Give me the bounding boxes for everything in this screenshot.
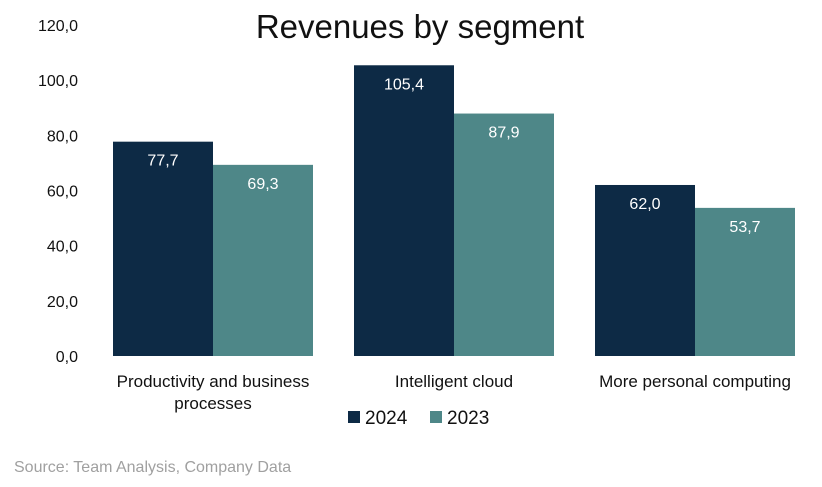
category-label: Productivity and business xyxy=(117,372,310,391)
y-tick-label: 60,0 xyxy=(47,184,78,201)
bar-2023-0 xyxy=(213,164,313,356)
category-label: More personal computing xyxy=(599,372,791,391)
bar-2024-0 xyxy=(113,141,213,356)
y-tick-label: 120,0 xyxy=(38,18,78,35)
bar-2023-1 xyxy=(454,113,554,356)
data-label: 87,9 xyxy=(488,125,519,142)
bar-2024-2 xyxy=(595,184,695,356)
value-labels: 77,7 105,4 62,0 69,3 87,9 53,7 xyxy=(147,76,760,236)
data-label: 53,7 xyxy=(729,219,760,236)
data-label: 62,0 xyxy=(629,196,660,213)
category-label: processes xyxy=(174,394,251,413)
data-label: 69,3 xyxy=(247,176,278,193)
category-label: Intelligent cloud xyxy=(395,372,513,391)
data-label: 105,4 xyxy=(384,76,424,93)
y-tick-label: 40,0 xyxy=(47,239,78,256)
legend-swatch-2024 xyxy=(348,411,360,423)
chart-title: Revenues by segment xyxy=(256,8,584,45)
bar-2024-1 xyxy=(354,65,454,356)
data-label: 77,7 xyxy=(147,153,178,170)
legend-label: 2024 xyxy=(365,408,408,429)
bar-2023-2 xyxy=(695,207,795,356)
legend: 2024 2023 xyxy=(348,408,489,429)
y-tick-label: 100,0 xyxy=(38,73,78,90)
legend-label: 2023 xyxy=(447,408,489,429)
legend-swatch-2023 xyxy=(430,411,442,423)
category-labels: Productivity and business processes Intell… xyxy=(117,372,791,413)
y-axis-ticks: 0,0 20,0 40,0 60,0 80,0 100,0 120,0 xyxy=(38,18,78,366)
y-tick-label: 20,0 xyxy=(47,294,78,311)
bars xyxy=(113,65,795,356)
y-tick-label: 80,0 xyxy=(47,128,78,145)
y-tick-label: 0,0 xyxy=(56,349,78,366)
source-note: Source: Team Analysis, Company Data xyxy=(14,459,291,476)
